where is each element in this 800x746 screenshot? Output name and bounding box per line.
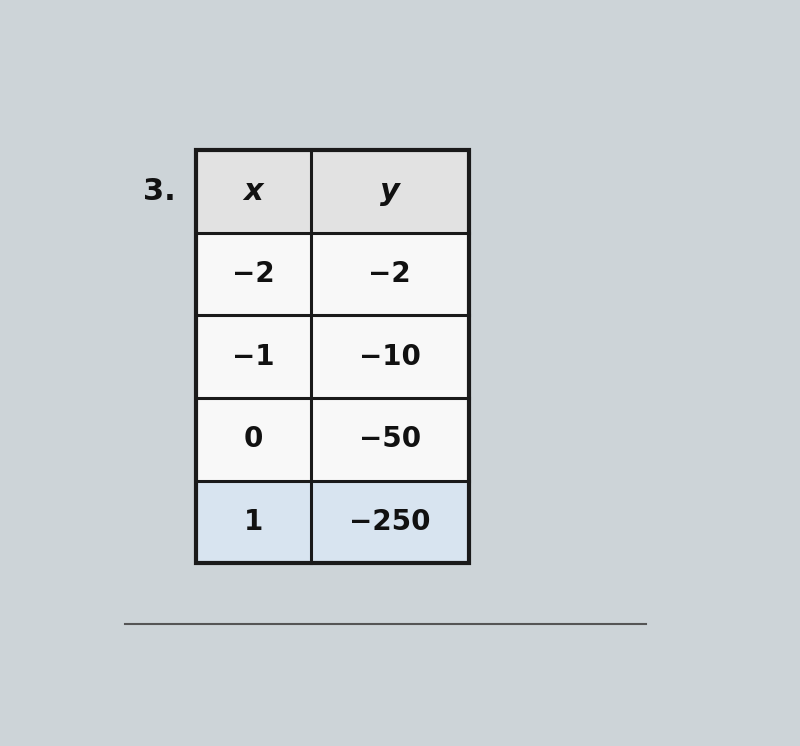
Text: −50: −50 — [358, 425, 421, 454]
Text: −1: −1 — [232, 342, 274, 371]
Text: −2: −2 — [232, 260, 274, 288]
Text: −2: −2 — [369, 260, 411, 288]
Text: x: x — [243, 177, 263, 206]
Bar — [310, 150, 469, 233]
Text: y: y — [380, 177, 400, 206]
Text: −10: −10 — [359, 342, 421, 371]
Text: −250: −250 — [349, 508, 430, 536]
Bar — [196, 398, 310, 480]
Bar — [310, 480, 469, 563]
Bar — [196, 150, 469, 563]
Bar — [310, 233, 469, 316]
Bar — [196, 480, 310, 563]
Bar — [310, 316, 469, 398]
Bar — [310, 398, 469, 480]
Bar — [196, 233, 310, 316]
Text: 3.: 3. — [142, 177, 175, 206]
Bar — [196, 150, 310, 233]
Bar — [196, 316, 310, 398]
Text: 1: 1 — [244, 508, 263, 536]
Text: 0: 0 — [244, 425, 263, 454]
